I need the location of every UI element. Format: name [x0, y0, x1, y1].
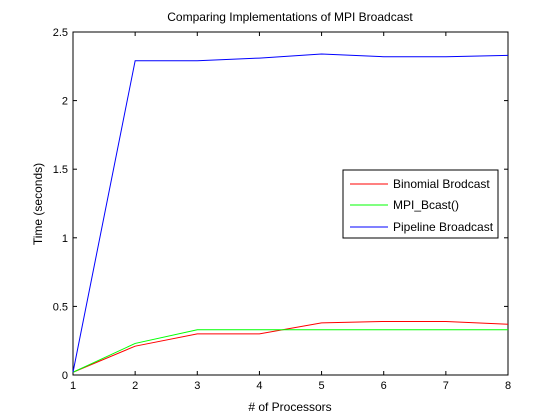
y-tick-label: 2: [62, 96, 68, 108]
series-lines: [72, 53, 509, 373]
series-line-pipeline-broadcast: [72, 53, 509, 373]
series-line-mpi-bcast: [72, 329, 508, 373]
plot-area-frame: [72, 31, 509, 376]
x-axis-label: # of Processors: [248, 400, 331, 414]
x-tick-label: 1: [70, 380, 76, 392]
legend-label-pipeline-broadcast: Pipeline Broadcast: [393, 220, 494, 234]
y-axis-ticks: 0 0.5 1 1.5 2 2.5: [53, 27, 508, 382]
y-tick-label: 0: [62, 370, 68, 382]
y-tick-label: 1: [62, 233, 68, 245]
series-line-binomial-brodcast: [72, 320, 509, 373]
x-tick-label: 6: [381, 380, 387, 392]
y-tick-label: 2.5: [53, 27, 68, 39]
legend: Binomial Brodcast MPI_Bcast() Pipeline B…: [342, 169, 499, 239]
x-axis-ticks: 1 2 3 4 5 6 7 8: [70, 32, 511, 392]
x-tick-label: 5: [319, 380, 325, 392]
chart-title: Comparing Implementations of MPI Broadca…: [167, 10, 413, 24]
y-tick-label: 0.5: [53, 301, 68, 313]
legend-label-binomial-brodcast: Binomial Brodcast: [393, 177, 490, 191]
y-tick-label: 1.5: [53, 164, 68, 176]
legend-label-mpi-bcast: MPI_Bcast(): [393, 198, 459, 212]
x-tick-label: 2: [132, 380, 138, 392]
x-tick-label: 4: [256, 380, 262, 392]
x-tick-label: 7: [443, 380, 449, 392]
x-tick-label: 3: [194, 380, 200, 392]
x-tick-label: 8: [505, 380, 511, 392]
y-axis-label: Time (seconds): [31, 163, 45, 245]
